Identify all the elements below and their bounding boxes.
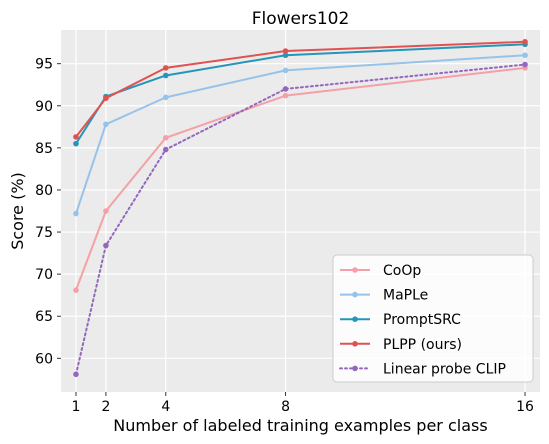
data-point bbox=[73, 140, 79, 147]
legend-marker bbox=[352, 291, 358, 298]
series-maple bbox=[73, 52, 528, 217]
series-linear-probe-clip bbox=[73, 61, 528, 378]
data-point bbox=[162, 72, 169, 79]
data-point bbox=[73, 287, 79, 293]
data-point bbox=[282, 92, 289, 99]
data-point bbox=[162, 94, 169, 101]
data-point bbox=[162, 134, 169, 141]
data-point bbox=[282, 48, 289, 54]
data-point bbox=[522, 61, 528, 68]
legend-marker bbox=[352, 365, 358, 372]
x-tick-label: 16 bbox=[516, 399, 534, 415]
data-point bbox=[282, 52, 289, 59]
data-point bbox=[282, 86, 289, 92]
chart-title: Flowers102 bbox=[252, 9, 350, 29]
x-tick-label: 8 bbox=[281, 399, 290, 415]
legend-label: CoOp bbox=[383, 263, 421, 279]
series-layer bbox=[73, 38, 528, 378]
x-tick-label: 1 bbox=[72, 399, 81, 415]
data-point bbox=[103, 121, 109, 128]
y-tick-label: 90 bbox=[35, 99, 53, 115]
x-tick-label: 4 bbox=[161, 399, 170, 415]
y-tick-label: 75 bbox=[35, 225, 53, 241]
x-tick-labels: 1 2 4 8 16 bbox=[72, 392, 534, 415]
legend-label: PLPP (ours) bbox=[383, 337, 462, 353]
y-tick-label: 85 bbox=[35, 141, 53, 157]
y-tick-label: 70 bbox=[35, 267, 53, 283]
data-point bbox=[103, 208, 109, 214]
legend-marker bbox=[352, 341, 358, 347]
x-axis-label: Number of labeled training examples per … bbox=[113, 416, 487, 435]
y-tick-label: 80 bbox=[35, 183, 53, 199]
legend-box bbox=[332, 254, 534, 383]
data-point bbox=[73, 371, 79, 378]
legend-label: Linear probe CLIP bbox=[383, 361, 506, 377]
legend-marker bbox=[352, 267, 358, 273]
data-point bbox=[103, 242, 109, 249]
y-tick-label: 65 bbox=[35, 309, 53, 325]
data-point bbox=[162, 65, 169, 71]
legend: CoOp MaPLe PromptSRC PLPP (ours) Linear prob… bbox=[332, 254, 534, 383]
data-point bbox=[73, 134, 79, 140]
data-point bbox=[522, 38, 528, 45]
y-tick-label: 60 bbox=[35, 351, 53, 367]
y-axis-label: Score (%) bbox=[8, 172, 27, 250]
data-point bbox=[282, 67, 289, 74]
y-tick-labels: 60 65 70 75 80 85 90 95 bbox=[35, 57, 61, 367]
data-point bbox=[162, 146, 169, 153]
y-tick-label: 95 bbox=[35, 57, 53, 73]
legend-label: MaPLe bbox=[383, 288, 428, 304]
data-point bbox=[103, 95, 109, 101]
x-tick-label: 2 bbox=[101, 399, 110, 415]
series-plpp-ours bbox=[73, 38, 528, 140]
data-point bbox=[73, 210, 79, 217]
legend-label: PromptSRC bbox=[383, 312, 461, 328]
data-point bbox=[522, 52, 528, 59]
legend-marker bbox=[352, 316, 358, 323]
